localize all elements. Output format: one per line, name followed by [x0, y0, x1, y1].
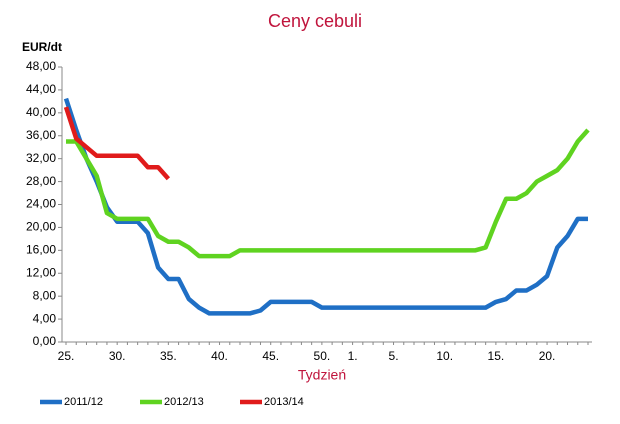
- y-tick-label: 0,00: [33, 334, 57, 348]
- y-tick-label: 4,00: [33, 311, 57, 325]
- y-tick-label: 8,00: [33, 288, 57, 302]
- series-line: [66, 128, 590, 259]
- x-tick-label: 25.: [58, 349, 75, 363]
- y-tick-label: 24,00: [26, 197, 56, 211]
- x-tick-label: 20.: [539, 349, 556, 363]
- x-tick-label: 45.: [262, 349, 279, 363]
- y-tick-label: 36,00: [26, 128, 56, 142]
- chart-title: Ceny cebuli: [268, 11, 362, 31]
- legend-label: 2011/12: [64, 396, 103, 408]
- y-axis-label: EUR/dt: [22, 40, 62, 54]
- x-tick-label: 40.: [211, 349, 228, 363]
- y-tick-label: 32,00: [26, 151, 56, 165]
- y-tick-label: 44,00: [26, 82, 56, 96]
- y-tick-label: 20,00: [26, 220, 56, 234]
- series-line: [63, 97, 588, 316]
- legend-label: 2013/14: [264, 396, 304, 408]
- x-tick-label: 35.: [160, 349, 177, 363]
- x-tick-label: 15.: [488, 349, 505, 363]
- x-tick-label: 5.: [389, 349, 399, 363]
- y-tick-label: 16,00: [26, 243, 56, 257]
- y-tick-label: 48,00: [26, 59, 56, 73]
- x-tick-label: 50.: [314, 349, 331, 363]
- series-line: [63, 106, 171, 181]
- x-tick-label: 10.: [436, 349, 453, 363]
- x-tick-label: 1.: [348, 349, 358, 363]
- x-tick-label: 30.: [109, 349, 126, 363]
- legend-label: 2012/13: [164, 396, 204, 408]
- y-tick-label: 40,00: [26, 105, 56, 119]
- y-tick-label: 12,00: [26, 265, 56, 279]
- x-axis-label: Tydzień: [298, 367, 346, 383]
- y-tick-label: 28,00: [26, 174, 56, 188]
